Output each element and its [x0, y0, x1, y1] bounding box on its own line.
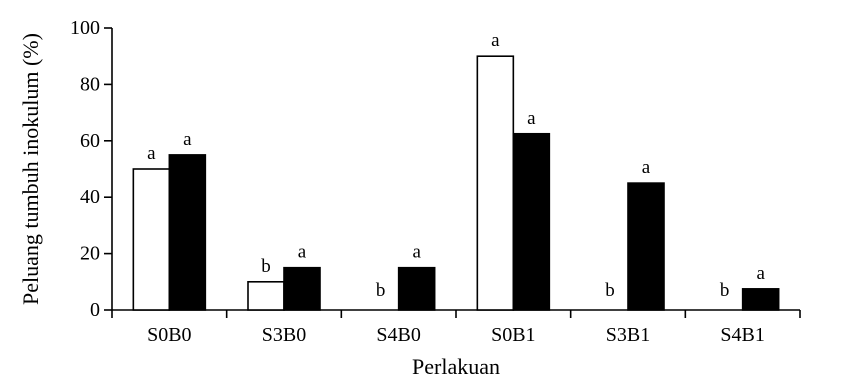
significance-label: a	[147, 143, 156, 164]
x-tick-label: S0B1	[491, 324, 535, 346]
bar-series-2	[397, 266, 436, 311]
bar-series-1	[476, 55, 515, 311]
significance-label: a	[756, 263, 765, 284]
significance-label: a	[412, 242, 421, 263]
y-axis-title: Peluang tumbuh inokulum (%)	[18, 33, 43, 305]
significance-label: a	[298, 242, 307, 263]
bar-series-2	[512, 132, 551, 311]
x-tick-label: S4B0	[376, 324, 420, 346]
x-tick-label: S4B1	[720, 324, 764, 346]
x-axis-title: Perlakuan	[412, 354, 500, 379]
significance-label: a	[642, 157, 651, 178]
bar-series-2	[741, 288, 780, 311]
bar-series-1	[132, 168, 171, 311]
bars	[132, 55, 780, 311]
bar-series-1	[247, 280, 285, 311]
y-tick-label: 40	[80, 186, 100, 208]
x-axis: S0B0 S3B0 S4B0 S0B1 S3B1 S4B1	[111, 309, 801, 346]
x-tick-label: S3B0	[262, 324, 306, 346]
significance-label: b	[261, 256, 271, 277]
significance-label: b	[376, 280, 386, 301]
bar-series-2	[627, 182, 665, 311]
x-tick-label: S0B0	[147, 324, 191, 346]
y-tick-label: 0	[90, 299, 100, 321]
significance-label: b	[720, 280, 730, 301]
x-ticks: S0B0 S3B0 S4B0 S0B1 S3B1 S4B1	[111, 310, 801, 346]
y-tick-label: 20	[80, 243, 100, 265]
significance-labels: a b b a b b a a a a a a	[147, 30, 765, 301]
y-tick-label: 60	[80, 130, 100, 152]
significance-label: a	[527, 108, 536, 129]
significance-label: b	[605, 280, 615, 301]
y-axis: 0 20 40 60 80 100	[70, 17, 113, 321]
y-ticks: 0 20 40 60 80 100	[70, 17, 112, 321]
significance-label: a	[183, 129, 192, 150]
bar-series-2	[168, 154, 207, 311]
significance-label: a	[491, 30, 500, 51]
y-tick-label: 100	[70, 17, 100, 39]
y-tick-label: 80	[80, 73, 100, 95]
x-tick-label: S3B1	[606, 324, 650, 346]
bar-series-2	[283, 266, 321, 311]
